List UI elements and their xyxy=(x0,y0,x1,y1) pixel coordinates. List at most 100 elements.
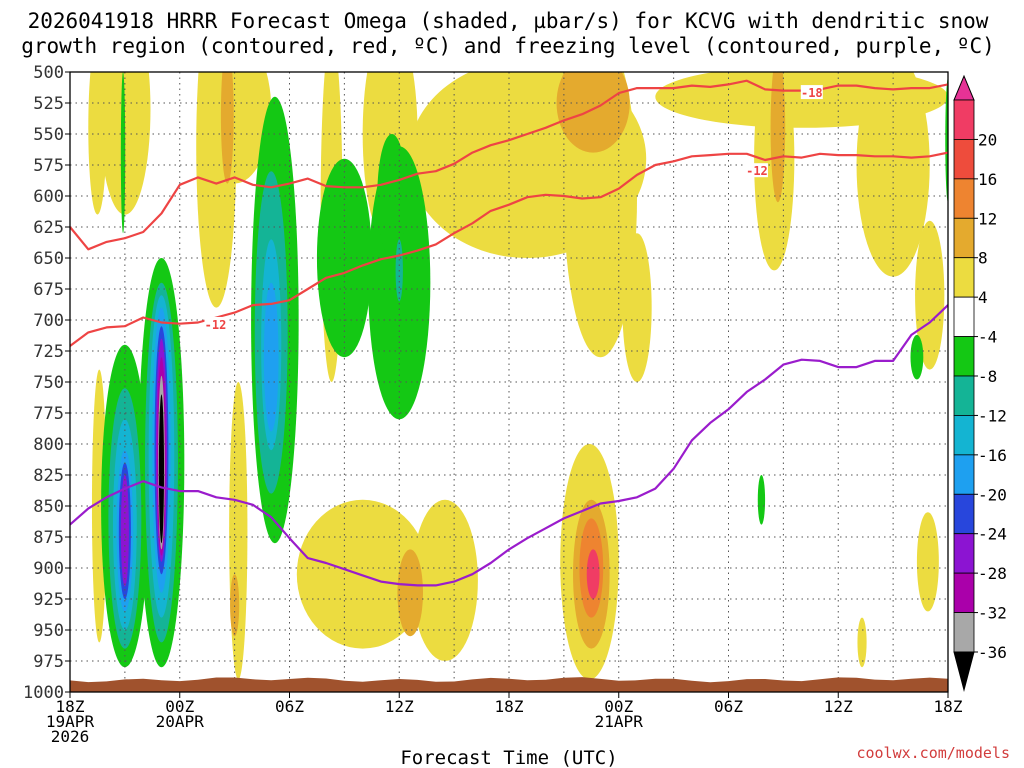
terrain-fill xyxy=(70,677,948,692)
y-tick-label-950: 950 xyxy=(33,621,64,641)
colorbar-swatch-9 xyxy=(953,454,975,495)
x-tick-label-42-1: 12Z xyxy=(824,697,853,716)
contour-label-m18-right-bg xyxy=(800,85,823,100)
chart-title-line-2: growth region (contoured, red, ºC) and f… xyxy=(21,34,995,58)
x-tick-label-18-1: 12Z xyxy=(385,697,414,716)
y-tick-label-825: 825 xyxy=(33,466,64,486)
colorbar-label--8: -8 xyxy=(978,367,997,386)
colorbar-swatch-2 xyxy=(953,178,975,219)
y-tick-label-875: 875 xyxy=(33,528,64,548)
credit-text: coolwx.com/models xyxy=(856,744,1010,762)
omega-cell-0-12 xyxy=(622,233,652,382)
x-tick-label-0-2: 19APR xyxy=(46,712,95,731)
contour-label-m12-left-bg xyxy=(204,316,227,331)
colorbar-swatch-13 xyxy=(953,612,975,653)
colorbar-swatch-7 xyxy=(953,375,975,416)
contour-label-m18-right: -18 xyxy=(801,86,823,100)
y-tick-label-700: 700 xyxy=(33,311,64,331)
x-tick-label-12-1: 06Z xyxy=(275,697,304,716)
contour-label-m12-right: -12 xyxy=(746,164,768,178)
contour-label-m12-left: -12 xyxy=(205,318,227,332)
chart-title-line-1: 2026041918 HRRR Forecast Omega (shaded, … xyxy=(28,9,989,33)
x-tick-label-30-2: 21APR xyxy=(595,712,644,731)
y-tick-label-925: 925 xyxy=(33,590,64,610)
x-tick-label-0-3: 2026 xyxy=(51,727,90,746)
colorbar-label-8: 8 xyxy=(978,249,988,268)
colorbar-swatch-5 xyxy=(953,296,975,337)
y-tick-label-550: 550 xyxy=(33,125,64,145)
x-tick-label-24-1: 18Z xyxy=(495,697,524,716)
colorbar-label-16: 16 xyxy=(978,170,997,189)
contour-label-m12-right-bg xyxy=(745,163,768,178)
omega-cell-0-5 xyxy=(229,382,248,680)
omega-cell-1-1 xyxy=(556,72,630,153)
y-tick-label-525: 525 xyxy=(33,94,64,114)
omega-cell-1-2 xyxy=(770,72,786,203)
omega-cell-1-0 xyxy=(220,72,234,184)
y-tick-label-675: 675 xyxy=(33,280,64,300)
colorbar-bottom-arrow xyxy=(953,651,975,692)
colorbar-label--4: -4 xyxy=(978,328,997,347)
omega-cell-12-0 xyxy=(158,394,165,544)
y-tick-label-500: 500 xyxy=(33,63,64,83)
y-tick-label-800: 800 xyxy=(33,435,64,455)
x-tick-label-6-1: 00Z xyxy=(165,697,194,716)
y-tick-label-650: 650 xyxy=(33,249,64,269)
colorbar-label-4: 4 xyxy=(978,288,988,307)
y-tick-label-1000: 1000 xyxy=(23,683,64,703)
colorbar-swatch-1 xyxy=(953,139,975,180)
y-tick-label-600: 600 xyxy=(33,187,64,207)
omega-cell-0-18 xyxy=(916,512,939,612)
colorbar-label--20: -20 xyxy=(978,485,1007,504)
omega-shading xyxy=(88,72,948,680)
x-tick-label-30-1: 00Z xyxy=(604,697,633,716)
y-tick-label-750: 750 xyxy=(33,373,64,393)
omega-cell-4-8 xyxy=(757,475,766,525)
colorbar-label--36: -36 xyxy=(978,643,1007,662)
y-tick-label-625: 625 xyxy=(33,218,64,238)
contour-freezing xyxy=(70,304,948,587)
omega-cell-4-7 xyxy=(910,334,924,380)
y-axis-ticks: 500 525 550 575 600 625 650 675 700 725 750 775 800 8… xyxy=(23,63,70,703)
omega-cell-4-9 xyxy=(945,78,948,203)
omega-cell-0-8 xyxy=(412,499,478,661)
colorbar: 20 16 12 8 4 -4 -8 -12 -16 -20 -24 -28 -32 -36 xyxy=(953,74,1007,692)
colorbar-swatch-8 xyxy=(953,415,975,456)
omega-cell-4-2 xyxy=(120,72,126,234)
colorbar-swatch-11 xyxy=(953,533,975,574)
y-tick-label-575: 575 xyxy=(33,156,64,176)
omega-cell-1-3 xyxy=(397,549,424,637)
omega-cell-4-6 xyxy=(377,134,407,258)
colorbar-label--12: -12 xyxy=(978,406,1007,425)
omega-cell-0-16 xyxy=(856,72,930,277)
colorbar-swatch-6 xyxy=(953,336,975,377)
omega-cell-1-5 xyxy=(230,574,240,637)
y-tick-label-775: 775 xyxy=(33,404,64,424)
y-tick-label-725: 725 xyxy=(33,342,64,362)
y-tick-label-900: 900 xyxy=(33,559,64,579)
colorbar-label--16: -16 xyxy=(978,446,1007,465)
y-tick-label-975: 975 xyxy=(33,652,64,672)
omega-cell-3-0 xyxy=(586,549,600,599)
colorbar-swatch-0 xyxy=(953,99,975,140)
x-tick-label-36-1: 06Z xyxy=(714,697,743,716)
x-tick-label-6-2: 20APR xyxy=(156,712,205,731)
x-tick-label-48-1: 18Z xyxy=(934,697,963,716)
omega-cell-9-0 xyxy=(120,475,129,587)
colorbar-swatch-10 xyxy=(953,493,975,535)
colorbar-label--24: -24 xyxy=(978,525,1007,544)
colorbar-label-20: 20 xyxy=(978,130,997,149)
x-axis-label: Forecast Time (UTC) xyxy=(400,747,617,768)
colorbar-label--32: -32 xyxy=(978,604,1007,623)
colorbar-top-arrow xyxy=(953,74,975,101)
omega-cell-4-4 xyxy=(316,158,372,358)
terrain-strip xyxy=(70,677,948,692)
y-tick-label-850: 850 xyxy=(33,497,64,517)
colorbar-label-12: 12 xyxy=(978,209,997,228)
colorbar-swatch-3 xyxy=(953,217,975,259)
omega-cell-0-17 xyxy=(915,220,945,370)
colorbar-label--28: -28 xyxy=(978,564,1007,583)
omega-cell-0-1 xyxy=(91,369,107,643)
